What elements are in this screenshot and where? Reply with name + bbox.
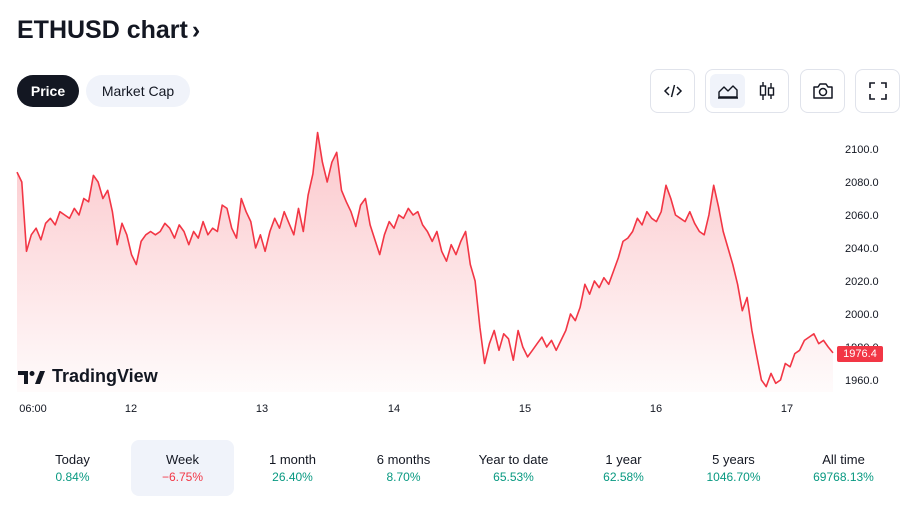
fullscreen-button[interactable] (855, 69, 900, 113)
chevron-right-icon: › (191, 16, 201, 44)
period-label: 1 year (605, 452, 642, 467)
period-change-value: 0.84% (55, 470, 90, 484)
candles-button[interactable] (749, 74, 784, 108)
period-1-year[interactable]: 1 year 62.58% (572, 440, 675, 496)
x-tick-label: 17 (781, 403, 793, 415)
y-tick-label: 2060.0 (845, 210, 879, 222)
period-1-month[interactable]: 1 month 26.40% (241, 440, 344, 496)
y-tick-label: 2040.0 (845, 243, 879, 255)
tab-market-cap[interactable]: Market Cap (86, 75, 190, 107)
y-tick-label: 2080.0 (845, 177, 879, 189)
period-change-value: 69768.13% (813, 470, 874, 484)
price-line (16, 131, 834, 388)
last-price-label: 1976.4 (837, 346, 883, 362)
period-week[interactable]: Week −6.75% (131, 440, 234, 496)
chart-style-toggle (705, 69, 789, 113)
period-change-value: 26.40% (272, 470, 313, 484)
period-label: Year to date (478, 452, 549, 467)
period-label: 1 month (269, 452, 316, 467)
y-tick-label: 2000.0 (845, 309, 879, 321)
period-label: Today (55, 452, 90, 467)
candlestick-icon (759, 82, 774, 100)
price-area (17, 132, 833, 392)
tradingview-wordmark: TradingView (52, 366, 158, 386)
period-today[interactable]: Today 0.84% (21, 440, 124, 496)
embed-button[interactable] (650, 69, 695, 113)
performance-periods: Today 0.84% Week −6.75% 1 month 26.40% 6 month… (0, 440, 910, 496)
y-tick-label: 2100.0 (845, 144, 879, 156)
period-change-value: 8.70% (386, 470, 421, 484)
period-5-years[interactable]: 5 years 1046.70% (682, 440, 785, 496)
x-tick-label: 13 (256, 403, 268, 415)
y-tick-label: 1960.0 (845, 375, 879, 387)
page-title: ETHUSD chart (17, 16, 188, 44)
area-chart-button[interactable] (710, 74, 745, 108)
period-change-value: 62.58% (603, 470, 644, 484)
period-change-value: 65.53% (493, 470, 534, 484)
period-change-value: −6.75% (161, 470, 204, 484)
tradingview-logo-icon (18, 370, 45, 384)
snapshot-button[interactable] (800, 69, 845, 113)
area-chart-icon (717, 85, 738, 99)
chart-title-link[interactable]: ETHUSD chart › (17, 16, 200, 45)
x-tick-label: 06:00 (19, 403, 47, 415)
x-tick-label: 14 (388, 403, 400, 415)
code-embed-icon (663, 84, 682, 98)
period-label: All time (822, 452, 865, 467)
camera-icon (812, 83, 833, 99)
period-label: Week (166, 452, 199, 467)
tab-price[interactable]: Price (17, 75, 79, 107)
fullscreen-icon (868, 82, 887, 100)
period-change-value: 1046.70% (706, 470, 761, 484)
period-all-time[interactable]: All time 69768.13% (792, 440, 895, 496)
x-tick-label: 12 (125, 403, 137, 415)
period-label: 6 months (376, 452, 431, 467)
period-year-to-date[interactable]: Year to date 65.53% (462, 440, 565, 496)
y-tick-label: 2020.0 (845, 276, 879, 288)
tradingview-logo: TradingView (18, 366, 158, 387)
period-6-months[interactable]: 6 months 8.70% (352, 440, 455, 496)
x-tick-label: 15 (519, 403, 531, 415)
period-label: 5 years (712, 452, 755, 467)
x-tick-label: 16 (650, 403, 662, 415)
